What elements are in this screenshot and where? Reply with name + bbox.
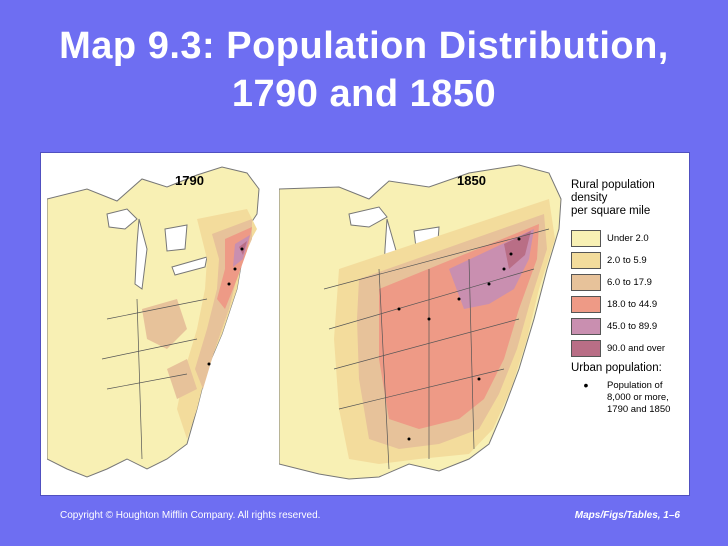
legend-title: Rural population density per square mile	[571, 179, 683, 218]
city-dot-icon: •	[583, 377, 589, 393]
title-line-2: 1790 and 1850	[231, 73, 497, 115]
urban-item: • Population of 8,000 or more, 1790 and …	[571, 377, 683, 416]
title-line-1: Map 9.3: Population Distribution,	[59, 25, 669, 67]
legend-title-line-1: Rural population density	[571, 179, 655, 204]
legend-label: 90.0 and over	[607, 342, 666, 354]
legend-label: Under 2.0	[607, 232, 649, 244]
legend-item: Under 2.0	[571, 228, 683, 248]
map-1850: 1850	[279, 159, 565, 489]
legend-item: 90.0 and over	[571, 338, 683, 358]
legend-title-line-2: per square mile	[571, 205, 651, 217]
map-1790: 1790	[47, 159, 279, 489]
legend-swatch	[571, 229, 601, 247]
legend: Rural population density per square mile…	[571, 179, 683, 416]
legend-label: 2.0 to 5.9	[607, 254, 647, 266]
legend-swatch	[571, 273, 601, 291]
map-panel: 1790	[40, 152, 690, 496]
legend-swatch	[571, 251, 601, 269]
map-1850-label: 1850	[457, 173, 486, 188]
legend-item: 45.0 to 89.9	[571, 316, 683, 336]
legend-item: 6.0 to 17.9	[571, 272, 683, 292]
legend-swatch	[571, 339, 601, 357]
legend-label: 6.0 to 17.9	[607, 276, 652, 288]
legend-item: 18.0 to 44.9	[571, 294, 683, 314]
legend-item: 2.0 to 5.9	[571, 250, 683, 270]
legend-label: 45.0 to 89.9	[607, 320, 658, 332]
urban-title: Urban population:	[571, 362, 662, 374]
legend-label: 18.0 to 44.9	[607, 298, 658, 310]
urban-text: Population of 8,000 or more, 1790 and 18…	[607, 380, 671, 415]
legend-swatch	[571, 317, 601, 335]
source-text: Maps/Figs/Tables, 1–6	[574, 510, 680, 521]
legend-swatch	[571, 295, 601, 313]
map-1790-label: 1790	[175, 173, 204, 188]
copyright-text: Copyright © Houghton Mifflin Company. Al…	[60, 510, 321, 521]
slide-title: Map 9.3: Population Distribution, 1790 a…	[0, 22, 728, 118]
legend-items: Under 2.0 2.0 to 5.9 6.0 to 17.9 18.0 to…	[571, 228, 683, 358]
